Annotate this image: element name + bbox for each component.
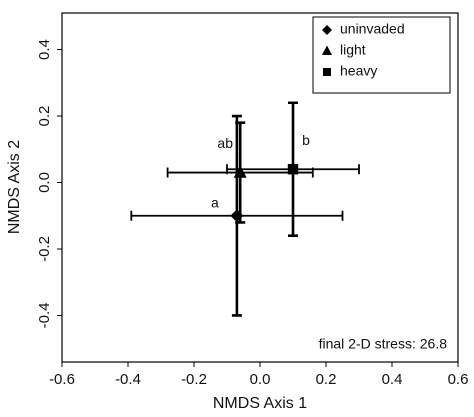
y-axis-title: NMDS Axis 2: [6, 140, 23, 234]
y-tick-label: 0.0: [36, 172, 53, 193]
legend-box: [312, 16, 451, 94]
x-tick-label: 0.6: [448, 371, 469, 388]
legend-marker: [322, 25, 332, 35]
point: [233, 165, 247, 178]
point: [287, 164, 299, 175]
x-tick-label: -0.6: [49, 371, 75, 388]
legend-label: uninvaded: [340, 21, 405, 37]
legend-label: light: [340, 42, 366, 58]
stress-annotation: final 2-D stress: 26.8: [319, 336, 448, 352]
y-tick-label: 0.4: [36, 39, 53, 60]
group-letter: b: [302, 132, 310, 148]
legend-marker: [322, 45, 332, 55]
x-tick-label: 0.4: [382, 371, 403, 388]
y-tick-label: -0.4: [36, 303, 53, 329]
legend-label: heavy: [340, 63, 377, 79]
group-letter: ab: [217, 135, 233, 151]
x-axis-title: NMDS Axis 1: [213, 395, 307, 412]
x-tick-label: -0.4: [115, 371, 141, 388]
y-tick-label: 0.2: [36, 106, 53, 127]
y-tick-label: -0.2: [36, 236, 53, 262]
legend-marker: [323, 68, 331, 76]
x-tick-label: -0.2: [181, 371, 207, 388]
x-tick-label: 0.0: [250, 371, 271, 388]
group-letter: a: [211, 194, 219, 210]
x-tick-label: 0.2: [316, 371, 337, 388]
